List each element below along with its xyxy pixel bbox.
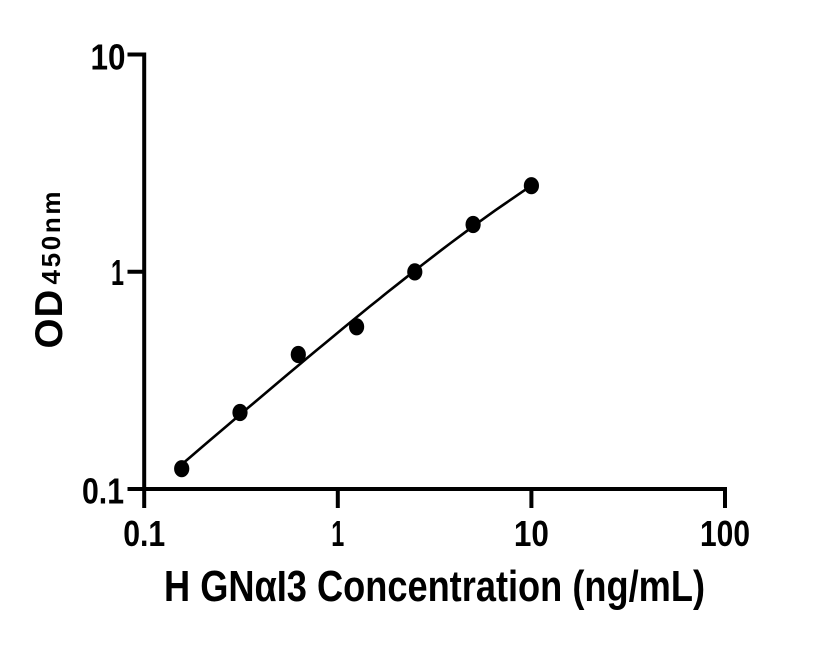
svg-text:10: 10 <box>514 513 549 554</box>
svg-text:OD: OD <box>28 289 71 349</box>
svg-text:450nm: 450nm <box>36 192 66 285</box>
svg-text:0.1: 0.1 <box>82 470 124 511</box>
svg-text:1: 1 <box>331 513 344 554</box>
svg-text:0.1: 0.1 <box>123 513 165 554</box>
svg-text:H GNαI3 Concentration (ng/mL): H GNαI3 Concentration (ng/mL) <box>164 563 705 611</box>
svg-text:1: 1 <box>111 252 124 293</box>
svg-text:100: 100 <box>700 513 750 554</box>
svg-text:10: 10 <box>91 36 126 77</box>
